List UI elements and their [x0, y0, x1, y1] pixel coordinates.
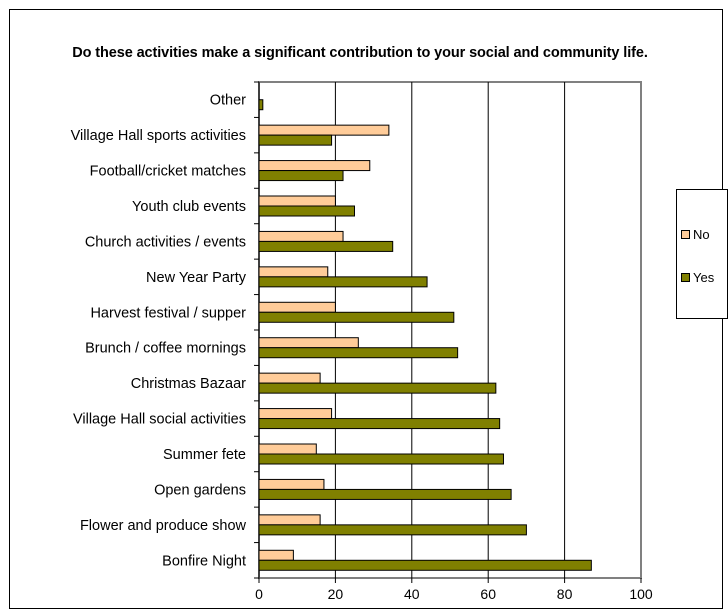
legend-label-yes: Yes: [693, 270, 715, 285]
bar-yes: [258, 170, 344, 182]
category-label: Youth club events: [132, 199, 246, 215]
category-label: Village Hall sports activities: [71, 128, 246, 144]
category-label: Church activities / events: [85, 234, 246, 250]
legend-swatch-no: [681, 230, 690, 239]
bar-yes: [258, 134, 333, 146]
bar-no: [258, 195, 336, 207]
x-tick-label: 20: [328, 586, 344, 602]
legend-label-no: No: [693, 227, 710, 242]
bar-no: [258, 301, 336, 313]
bar-yes: [258, 311, 455, 323]
x-tick-label: 0: [255, 586, 263, 602]
legend-swatch-yes: [681, 273, 690, 282]
bar-yes: [258, 240, 394, 252]
bar-yes: [258, 205, 355, 217]
bar-yes: [258, 524, 527, 536]
category-label: Other: [210, 93, 246, 109]
x-tick-label: 80: [557, 586, 573, 602]
bar-no: [258, 514, 321, 526]
x-tick-label: 40: [404, 586, 420, 602]
bar-yes: [258, 418, 501, 430]
bar-no: [258, 549, 294, 561]
x-tick-label: 100: [629, 586, 653, 602]
bar-yes: [258, 382, 497, 394]
bar-no: [258, 337, 359, 349]
chart-frame: 0 20 40 60 80 100 Other Village Hall sports act…: [9, 9, 723, 609]
category-label: Football/cricket matches: [90, 164, 246, 180]
bar-yes: [258, 488, 512, 500]
bar-yes: [258, 347, 459, 359]
chart-plot: 0 20 40 60 80 100 Other Village Hall sports act…: [71, 81, 653, 602]
chart-title: Do these activities make a significant c…: [72, 45, 648, 61]
bar-yes: [258, 453, 504, 465]
bar-no: [258, 443, 317, 455]
category-label: Bonfire Night: [162, 553, 246, 569]
bar-no: [258, 478, 325, 490]
category-label: New Year Party: [146, 270, 247, 286]
bar-yes: [258, 559, 592, 571]
category-label: Village Hall social activities: [73, 412, 246, 428]
plot-area: [258, 81, 642, 579]
bar-no: [258, 124, 390, 136]
category-label: Brunch / coffee mornings: [85, 341, 246, 357]
category-label: Open gardens: [154, 482, 246, 498]
legend-item-no: No: [681, 227, 710, 242]
legend-item-yes: Yes: [681, 270, 714, 285]
bar-no: [258, 408, 333, 420]
bar-yes: [258, 276, 428, 288]
category-label: Flower and produce show: [80, 518, 247, 534]
bar-no: [258, 266, 329, 278]
category-label: Harvest festival / supper: [90, 305, 246, 321]
category-label: Summer fete: [163, 447, 246, 463]
bar-no: [258, 230, 344, 242]
x-tick-label: 60: [480, 586, 496, 602]
bar-yes: [258, 99, 264, 111]
bar-no: [258, 372, 321, 384]
bar-no: [258, 160, 371, 172]
chart-legend: No Yes: [676, 189, 728, 319]
category-label: Christmas Bazaar: [131, 376, 246, 392]
